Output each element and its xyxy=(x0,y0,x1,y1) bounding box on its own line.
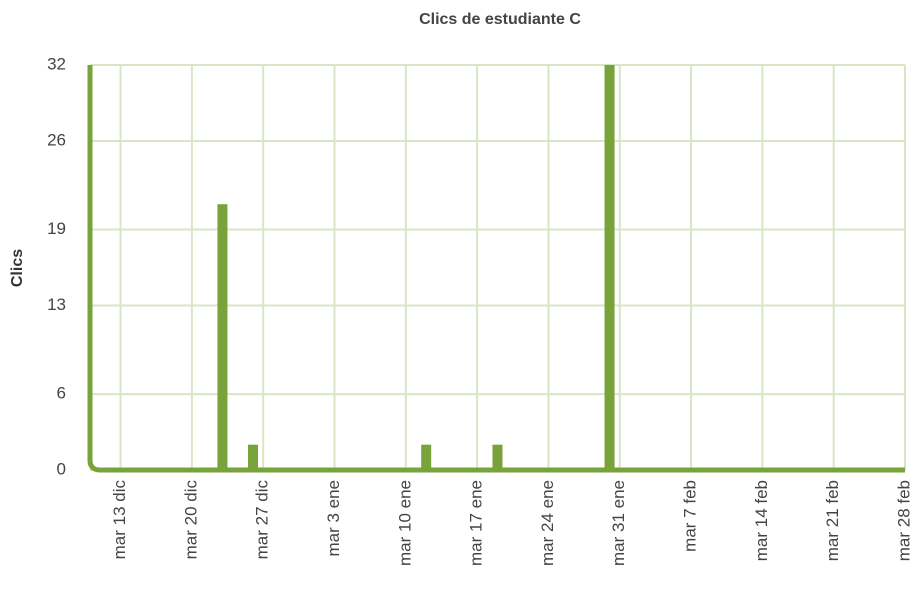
bar xyxy=(604,65,615,470)
y-tick-label: 19 xyxy=(47,219,66,238)
x-tick-label: mar 10 ene xyxy=(395,480,414,566)
x-tick-label: mar 27 dic xyxy=(253,480,272,560)
x-tick-label: mar 3 ene xyxy=(324,480,343,557)
y-axis-label: Clics xyxy=(9,249,26,287)
y-tick-label: 26 xyxy=(47,130,66,149)
x-tick-label: mar 14 feb xyxy=(752,480,771,561)
chart-title: Clics de estudiante C xyxy=(419,11,581,28)
x-tick-label: mar 28 feb xyxy=(894,480,913,561)
x-tick-label: mar 13 dic xyxy=(110,480,129,560)
bar xyxy=(421,444,432,470)
x-tick-label: mar 17 ene xyxy=(467,480,486,566)
y-tick-label: 32 xyxy=(47,54,66,73)
bar xyxy=(248,444,258,470)
y-tick-label: 0 xyxy=(57,459,66,478)
x-tick-label: mar 7 feb xyxy=(681,480,700,552)
x-tick-label: mar 21 feb xyxy=(823,480,842,561)
bar xyxy=(217,204,228,470)
x-tick-label: mar 31 ene xyxy=(609,480,628,566)
x-tick-label: mar 24 ene xyxy=(538,480,557,566)
x-tick-label: mar 20 dic xyxy=(181,480,200,560)
bar xyxy=(492,444,503,470)
y-tick-label: 6 xyxy=(57,384,66,403)
axis-line xyxy=(87,65,905,473)
y-tick-label: 13 xyxy=(47,295,66,314)
